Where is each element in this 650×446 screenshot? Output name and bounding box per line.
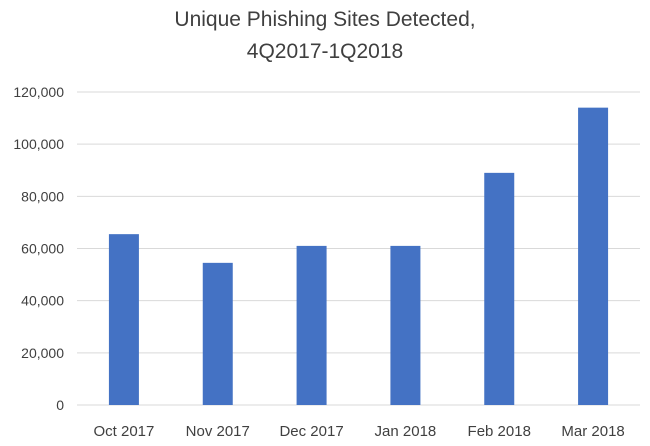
gridlines bbox=[77, 91, 640, 406]
y-tick-label: 80,000 bbox=[21, 188, 64, 204]
x-tick-label: Dec 2017 bbox=[279, 423, 343, 440]
chart-title: Unique Phishing Sites Detected, 4Q2017-1… bbox=[0, 4, 650, 68]
x-tick-label: Nov 2017 bbox=[186, 423, 250, 440]
chart-title-line-2: 4Q2017-1Q2018 bbox=[246, 40, 404, 63]
y-tick-label: 0 bbox=[56, 397, 64, 413]
bar bbox=[390, 245, 421, 405]
bar bbox=[108, 234, 139, 405]
bar bbox=[578, 107, 609, 406]
chart-title-line-1: Unique Phishing Sites Detected, bbox=[174, 8, 476, 31]
y-tick-label: 20,000 bbox=[21, 345, 64, 361]
x-axis: Oct 2017 Nov 2017 Dec 2017 Jan 2018 Feb 2018… bbox=[93, 423, 624, 440]
bars bbox=[108, 107, 609, 406]
y-tick-label: 60,000 bbox=[21, 241, 64, 257]
y-tick-label: 40,000 bbox=[21, 293, 64, 309]
y-tick-label: 120,000 bbox=[13, 84, 64, 100]
x-tick-label: Mar 2018 bbox=[561, 423, 624, 440]
bar bbox=[296, 245, 327, 405]
bar bbox=[484, 172, 515, 405]
x-tick-label: Jan 2018 bbox=[375, 423, 437, 440]
x-tick-label: Oct 2017 bbox=[93, 423, 154, 440]
y-tick-label: 100,000 bbox=[13, 136, 64, 152]
y-axis: 0 20,000 40,000 60,000 80,000 100,000 120,000 bbox=[13, 84, 64, 413]
bar bbox=[202, 262, 233, 405]
x-tick-label: Feb 2018 bbox=[468, 423, 531, 440]
